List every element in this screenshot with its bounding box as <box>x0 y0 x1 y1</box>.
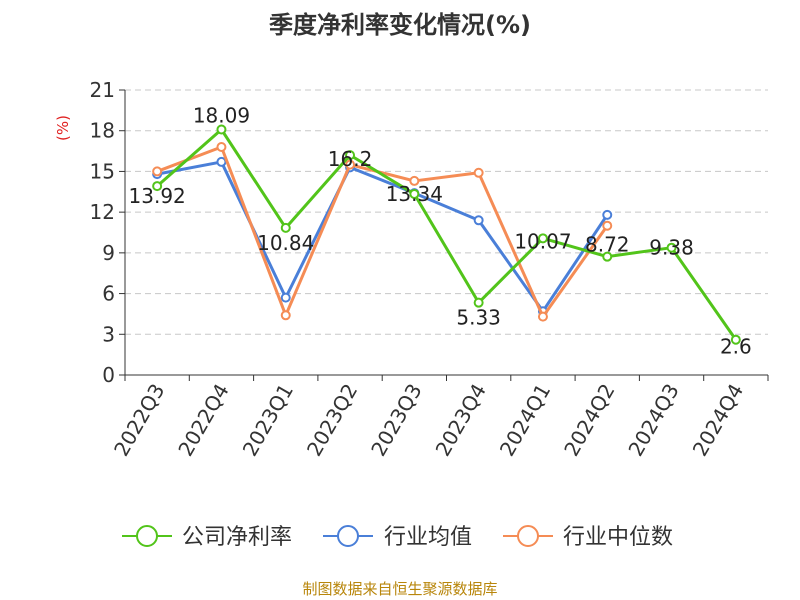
y-tick-label: 15 <box>90 159 115 183</box>
series-layer <box>152 124 741 345</box>
data-point <box>280 310 291 321</box>
data-label: 18.09 <box>193 103 250 127</box>
x-tick-label: 2023Q2 <box>302 380 362 461</box>
data-point <box>216 142 227 152</box>
data-point <box>216 124 227 135</box>
y-tick-label: 12 <box>90 200 115 224</box>
series-line <box>156 127 738 341</box>
data-point <box>152 181 163 192</box>
data-label: 5.33 <box>456 306 501 330</box>
data-point <box>666 242 677 253</box>
legend-item: 行业中位数 <box>503 525 673 550</box>
data-point <box>409 188 420 199</box>
x-tick-label: 2022Q3 <box>109 380 169 461</box>
data-point <box>602 220 613 231</box>
data-point <box>473 297 484 308</box>
data-label: 13.34 <box>386 182 443 206</box>
legend-item: 行业均值 <box>323 525 472 550</box>
x-tick-label: 2023Q4 <box>431 380 491 461</box>
legend-label: 公司净利率 <box>182 525 292 550</box>
x-tick-label: 2023Q1 <box>238 380 298 461</box>
data-point <box>602 209 613 220</box>
data-point <box>280 222 291 233</box>
x-tick-label: 2024Q2 <box>559 380 619 461</box>
legend-marker <box>517 525 539 547</box>
data-point <box>345 150 356 161</box>
legend: 公司净利率 行业均值 行业中位数 <box>122 525 673 550</box>
y-tick-label: 0 <box>102 363 115 387</box>
data-point <box>216 156 227 167</box>
x-tick-label: 2023Q3 <box>366 380 426 461</box>
data-point <box>280 292 291 303</box>
data-label: 16.2 <box>328 147 373 171</box>
data-point <box>730 334 741 345</box>
data-point <box>409 175 420 186</box>
y-tick-label: 21 <box>90 78 115 102</box>
data-point <box>537 311 548 322</box>
data-point <box>345 159 356 170</box>
data-point <box>473 167 484 178</box>
data-label: 2.6 <box>720 335 752 359</box>
data-labels: 13.92 18.09 10.84 16.2 13.34 5.33 10.07 8.72 9.3… <box>129 103 752 358</box>
data-label: 9.38 <box>649 236 694 260</box>
y-tick-label: 18 <box>90 119 115 143</box>
chart-title: 季度净利率变化情况(%) <box>269 11 531 39</box>
legend-marker <box>337 525 359 547</box>
data-label: 10.84 <box>257 231 314 255</box>
data-label: 8.72 <box>585 233 630 257</box>
y-tick-label: 9 <box>102 241 115 265</box>
data-label: 13.92 <box>129 184 186 208</box>
data-label: 10.07 <box>514 229 571 253</box>
x-tick-label: 2022Q4 <box>173 380 233 461</box>
y-tick-label: 6 <box>102 282 115 306</box>
data-point <box>473 215 484 226</box>
y-tick-label: 3 <box>102 322 115 346</box>
series-line <box>156 145 609 319</box>
source-note: 制图数据来自恒生聚源数据库 <box>302 580 498 598</box>
data-point <box>537 233 548 244</box>
legend-marker <box>136 525 158 547</box>
y-axis-label: (%) <box>54 115 72 141</box>
data-point <box>152 166 163 177</box>
legend-item: 公司净利率 <box>122 525 292 550</box>
grid-lines <box>125 89 768 335</box>
x-tick-label: 2024Q3 <box>623 380 683 461</box>
legend-label: 行业均值 <box>384 525 472 550</box>
legend-label: 行业中位数 <box>563 525 673 550</box>
x-tick-label: 2024Q4 <box>688 380 748 461</box>
x-tick-label: 2024Q1 <box>495 380 555 461</box>
data-point <box>602 251 613 262</box>
